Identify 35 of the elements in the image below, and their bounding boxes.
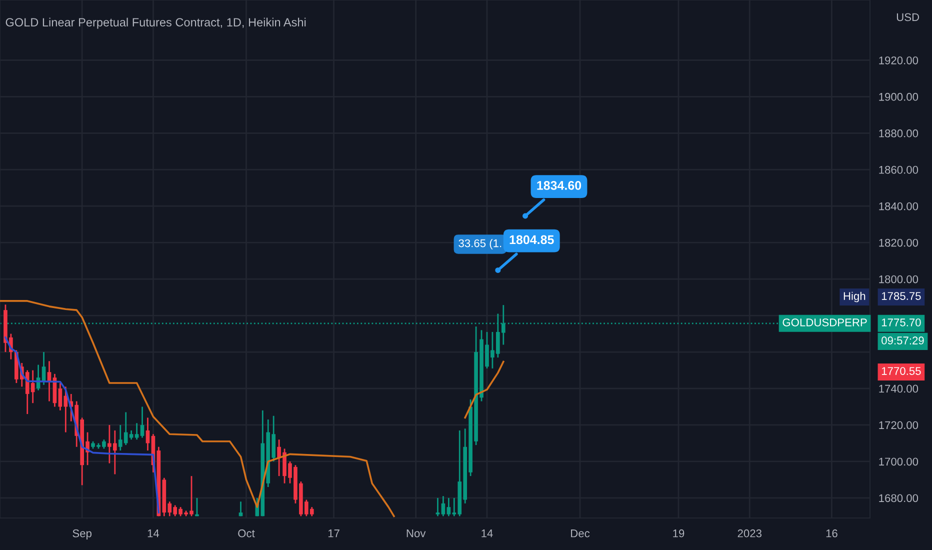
y-tick-label: 1700.00 [879,458,918,466]
y-tick-label: 1840.00 [879,202,918,210]
x-tick-label: 2023 [738,529,762,538]
ref-line-label: GOLDUSDPERP [782,318,867,326]
y-tick-label: 1860.00 [879,166,918,174]
annotation: 33.65 (1. [458,239,502,250]
y-tick-label: 1820.00 [879,238,918,247]
y-tick-label: 1800.00 [879,275,918,284]
y-tick-label: 1740.00 [879,384,918,393]
candlestick [436,497,440,517]
x-tick-label: Nov [406,530,426,538]
annotation: High [844,292,866,302]
candlestick [140,406,144,438]
candlestick [441,495,446,517]
annotation: 1804.85 [510,235,554,244]
annotation: 1834.60 [537,181,582,190]
y-tick-label: 1880.00 [879,129,918,138]
x-tick-label: Dec [571,530,590,538]
text: GOLD Linear Perpetual Futures Contract, 1D, Heikin Ashi [6,18,306,29]
x-tick-label: Sep [72,529,92,540]
y-axis-title: USD [896,13,920,22]
x-tick-label: 19 [673,529,684,538]
text: 1775.70 [882,318,921,326]
x-tick-label: Oct [238,529,255,538]
y-tick-label: 1900.00 [879,92,918,101]
y-tick-label: 1680.00 [879,494,918,502]
text: 1770.55 [882,367,921,375]
x-tick-label: 14 [482,530,493,538]
y-tick-label: 1720.00 [879,421,918,430]
text: 1785.75 [882,292,921,300]
x-tick-label: 17 [328,530,340,538]
y-tick-label: 1920.00 [879,56,918,64]
text: 09:57:29 [882,336,924,344]
x-tick-label: 16 [826,529,838,538]
x-tick-label: 14 [148,530,160,538]
